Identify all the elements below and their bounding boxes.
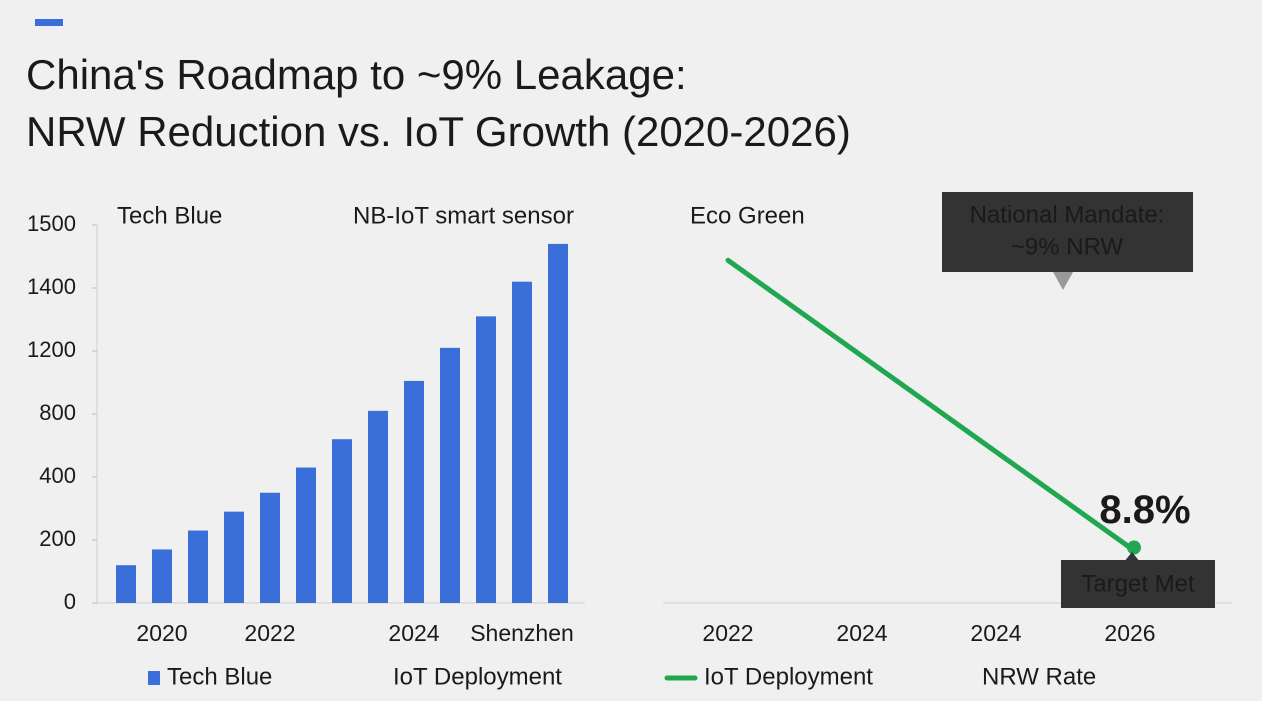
bar bbox=[440, 347, 460, 603]
y-tick-label: 800 bbox=[39, 400, 76, 425]
bar bbox=[476, 316, 496, 603]
y-tick-label: 400 bbox=[39, 463, 76, 488]
title-line: NRW Reduction vs. IoT Growth (2020-2026) bbox=[26, 108, 851, 155]
end-point bbox=[1127, 540, 1141, 555]
y-tick-label: 200 bbox=[39, 526, 76, 551]
callout-text: Target Met bbox=[1081, 570, 1195, 597]
annotation: Tech Blue bbox=[117, 202, 222, 229]
y-tick-label: 1200 bbox=[27, 337, 76, 362]
callout-text: ~9% NRW bbox=[1011, 233, 1124, 260]
bar bbox=[296, 467, 316, 603]
title-line: China's Roadmap to ~9% Leakage: bbox=[26, 51, 687, 98]
bar bbox=[512, 281, 532, 603]
y-tick-label: 1400 bbox=[27, 274, 76, 299]
callout-text: National Mandate: bbox=[970, 201, 1165, 228]
annotation: Eco Green bbox=[690, 202, 805, 229]
y-tick-label: 1500 bbox=[27, 211, 76, 236]
legend-note: IoT Deployment bbox=[393, 663, 562, 690]
x-tick-label: Shenzhen bbox=[470, 620, 574, 646]
bar bbox=[116, 565, 136, 603]
x-tick-label: 2024 bbox=[836, 620, 887, 646]
x-tick-label: 2020 bbox=[136, 620, 187, 646]
bar bbox=[368, 410, 388, 603]
legend-swatch bbox=[148, 671, 160, 685]
bar bbox=[152, 549, 172, 603]
accent-bar bbox=[35, 19, 63, 26]
x-tick-label: 2024 bbox=[970, 620, 1021, 646]
bar bbox=[404, 380, 424, 603]
bar bbox=[224, 511, 244, 603]
callout-pointer bbox=[1053, 272, 1073, 290]
x-tick-label: 2022 bbox=[244, 620, 295, 646]
legend-label: IoT Deployment bbox=[704, 663, 873, 690]
line bbox=[725, 257, 1133, 551]
bar bbox=[548, 243, 568, 603]
legend-label: Tech Blue bbox=[167, 663, 272, 690]
callout-box bbox=[1061, 560, 1215, 608]
x-tick-label: 2022 bbox=[702, 620, 753, 646]
bar bbox=[332, 439, 352, 603]
y-tick-label: 0 bbox=[64, 589, 76, 614]
bar bbox=[188, 530, 208, 603]
x-tick-label: 2026 bbox=[1104, 620, 1155, 646]
legend-note: NRW Rate bbox=[982, 663, 1096, 690]
bar bbox=[260, 492, 280, 603]
data-label: 8.8% bbox=[1099, 488, 1190, 532]
x-tick-label: 2024 bbox=[388, 620, 439, 646]
callout-box bbox=[942, 192, 1193, 272]
callout-pointer bbox=[1124, 552, 1140, 562]
annotation: NB-IoT smart sensor bbox=[353, 202, 574, 229]
